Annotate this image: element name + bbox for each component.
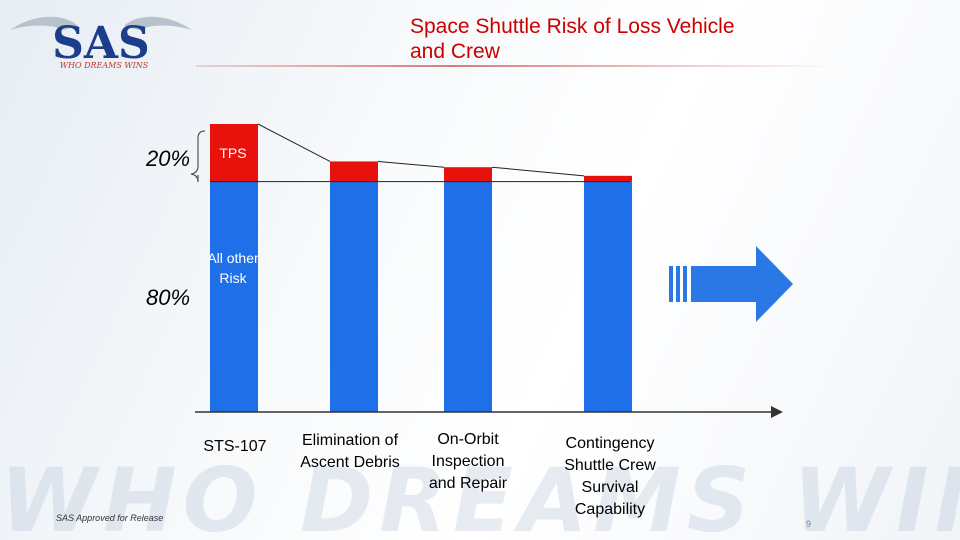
page-number: 9 [806,519,812,529]
segment-label-other: All other Risk [207,250,259,286]
category-label: STS-107 [203,438,267,455]
category-label: Elimination of Ascent Debris [300,432,400,471]
bar-other-risk [444,181,492,412]
footer-release-note: SAS Approved for Release [56,513,164,523]
brace-icon [190,130,206,183]
bar-tps [584,175,632,182]
segment-label-tps: TPS [219,145,247,161]
wings-logo-icon: SAS WHO DREAMS WINS [10,16,192,70]
bar-tps [210,124,258,182]
bar-tps [330,161,378,182]
logo-letters: SAS [52,18,150,69]
trend-line [491,166,585,177]
trend-line [257,123,331,162]
slide-title: Space Shuttle Risk of Loss Vehicle and C… [410,15,735,63]
bar-other-risk [584,181,632,412]
trend-line [377,160,445,168]
bar-other-risk [330,181,378,412]
right-arrow-icon [669,246,793,322]
percent-label-other: 80% [146,285,191,310]
logo-tagline: WHO DREAMS WINS [60,61,149,70]
title-underline [196,65,836,67]
bar-other-risk [210,181,258,412]
category-label: Contingency Shuttle Crew Survival Capabi… [564,435,656,518]
sas-logo: SAS WHO DREAMS WINS [6,8,196,70]
bar-tps [444,167,492,182]
percent-label-tps: 20% [146,146,191,171]
category-label: On-Orbit Inspection and Repair [428,431,508,492]
